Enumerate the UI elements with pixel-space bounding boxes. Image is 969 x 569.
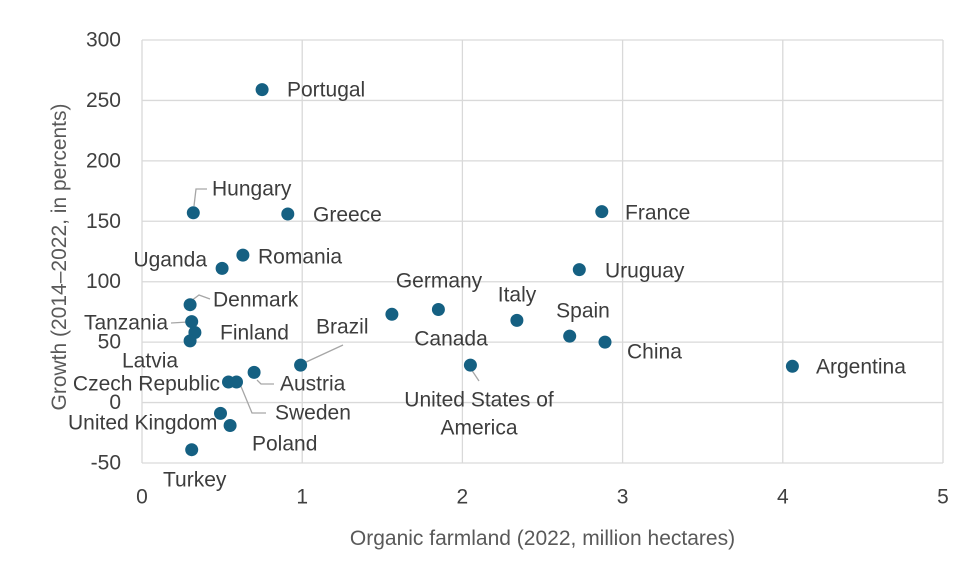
point-spain (563, 329, 577, 343)
y-tick-label: 50 (98, 331, 121, 354)
point-greece (281, 207, 295, 221)
leader-line-sweden (239, 383, 266, 414)
point-poland (223, 419, 237, 432)
point-portugal (255, 83, 269, 97)
label-austria: Austria (280, 373, 346, 396)
label-canada: Canada (414, 328, 488, 351)
label-sweden: Sweden (275, 402, 351, 425)
label-hungary: Hungary (212, 178, 292, 201)
leader-line-denmark (190, 294, 211, 302)
label-uruguay: Uruguay (605, 260, 685, 283)
label-latvia: Latvia (122, 350, 178, 373)
y-tick-label: 300 (86, 29, 121, 52)
y-tick-label: 150 (86, 210, 121, 233)
point-denmark (183, 298, 197, 312)
y-tick-label: -50 (91, 452, 121, 475)
y-tick-label: 250 (86, 89, 121, 112)
label-united-states-of-america: United States of (404, 389, 554, 412)
point-turkey (185, 443, 199, 457)
point-brazil (294, 358, 308, 372)
x-tick-label: 5 (937, 486, 949, 509)
point-latvia (183, 334, 197, 348)
y-axis-title: Growth (2014–2022, in percents) (48, 103, 71, 411)
y-tick-label: 100 (86, 270, 121, 293)
label-brazil: Brazil (316, 316, 369, 339)
label-spain: Spain (556, 300, 610, 323)
label-united-states-of-america: America (440, 417, 517, 440)
point-germany (431, 303, 445, 316)
label-argentina: Argentina (816, 356, 906, 379)
point-france (595, 205, 609, 219)
point-austria (247, 365, 261, 379)
label-finland: Finland (220, 322, 289, 345)
point-hungary (186, 206, 200, 220)
label-turkey: Turkey (163, 469, 227, 492)
y-tick-label: 0 (109, 391, 121, 414)
label-germany: Germany (396, 270, 483, 293)
label-greece: Greece (313, 204, 382, 227)
leader-line-austria (256, 379, 274, 385)
label-france: France (625, 202, 690, 225)
label-denmark: Denmark (213, 289, 299, 312)
x-tick-label: 0 (136, 486, 148, 509)
x-tick-label: 3 (617, 486, 629, 509)
point-uganda (215, 261, 229, 275)
label-poland: Poland (252, 433, 317, 456)
point-italy (510, 313, 524, 327)
point-united-states-of-america (463, 358, 477, 372)
leader-line-tanzania (170, 321, 189, 324)
point-tanzania (185, 315, 199, 329)
label-uganda: Uganda (133, 249, 207, 272)
point-uruguay (572, 263, 586, 277)
label-china: China (627, 341, 682, 364)
label-united-kingdom: United Kingdom (68, 412, 217, 435)
point-china (598, 335, 612, 349)
y-tick-label: 200 (86, 149, 121, 172)
point-canada (385, 307, 399, 321)
point-sweden (230, 375, 243, 389)
label-tanzania: Tanzania (84, 312, 168, 335)
x-tick-label: 2 (457, 486, 469, 509)
point-argentina (785, 359, 799, 373)
x-axis-title: Organic farmland (2022, million hectares… (349, 527, 736, 550)
point-united-kingdom (214, 406, 227, 420)
x-tick-label: 1 (296, 486, 308, 509)
leader-line-brazil (303, 344, 344, 364)
label-romania: Romania (258, 246, 342, 269)
label-czech-republic: Czech Republic (73, 373, 220, 396)
label-italy: Italy (498, 284, 537, 307)
label-portugal: Portugal (287, 79, 365, 102)
x-tick-label: 4 (777, 486, 789, 509)
point-romania (236, 248, 250, 262)
leader-line-hungary (193, 188, 207, 207)
